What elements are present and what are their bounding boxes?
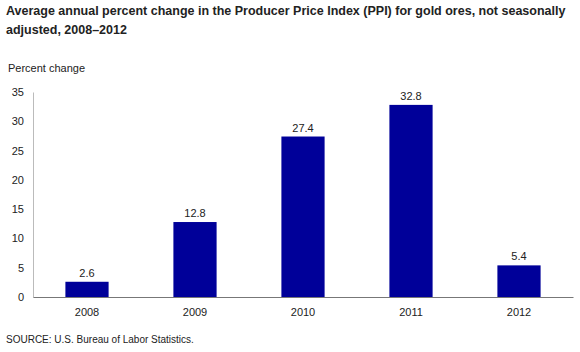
x-tick: 2008 — [75, 297, 99, 318]
x-axis: 2008 2009 2010 2011 2012 — [34, 297, 574, 318]
data-label: 2.6 — [79, 267, 94, 279]
y-tick-label: 10 — [12, 232, 24, 244]
y-tick: 35 — [12, 86, 33, 98]
y-tick-label: 20 — [12, 174, 24, 186]
bar — [65, 282, 108, 297]
data-label: 12.8 — [184, 207, 205, 219]
x-tick-label: 2011 — [399, 306, 423, 318]
y-tick: 5 — [18, 262, 33, 274]
title: Average annual percent change in the Pro… — [6, 4, 565, 37]
bar — [389, 105, 432, 297]
bar — [173, 222, 216, 297]
x-tick: 2011 — [399, 297, 423, 318]
data-label: 27.4 — [292, 122, 313, 134]
bar — [497, 265, 540, 297]
x-tick-label: 2008 — [75, 306, 99, 318]
y-tick-label: 15 — [12, 203, 24, 215]
y-tick-label: 25 — [12, 145, 24, 157]
y-tick: 0 — [18, 291, 33, 303]
y-tick: 15 — [12, 203, 33, 215]
y-axis-line — [33, 93, 34, 298]
x-tick: 2010 — [291, 297, 315, 318]
bar — [281, 137, 324, 297]
chart: Average annual percent change in the Pro… — [0, 0, 580, 352]
source-note: SOURCE: U.S. Bureau of Labor Statistics. — [6, 334, 194, 345]
y-tick: 25 — [12, 145, 33, 157]
x-tick-label: 2010 — [291, 306, 315, 318]
x-tick-label: 2012 — [507, 306, 531, 318]
data-label: 32.8 — [400, 90, 421, 102]
y-tick-label: 30 — [12, 115, 24, 127]
data-labels: 2.6 12.8 27.4 32.8 5.4 — [79, 90, 526, 279]
y-axis: 0 5 10 15 20 25 30 35 — [12, 86, 34, 303]
y-tick: 20 — [12, 174, 33, 186]
y-tick-label: 35 — [12, 86, 24, 98]
y-tick-label: 5 — [18, 262, 24, 274]
data-label: 5.4 — [511, 250, 526, 262]
x-tick-label: 2009 — [183, 306, 207, 318]
x-axis-line — [34, 297, 574, 298]
y-axis-title: Percent change — [8, 62, 85, 74]
y-tick-label: 0 — [18, 291, 24, 303]
x-tick: 2012 — [507, 297, 531, 318]
x-tick: 2009 — [183, 297, 207, 318]
y-tick: 30 — [12, 115, 33, 127]
y-tick: 10 — [12, 232, 33, 244]
bars — [65, 105, 540, 297]
